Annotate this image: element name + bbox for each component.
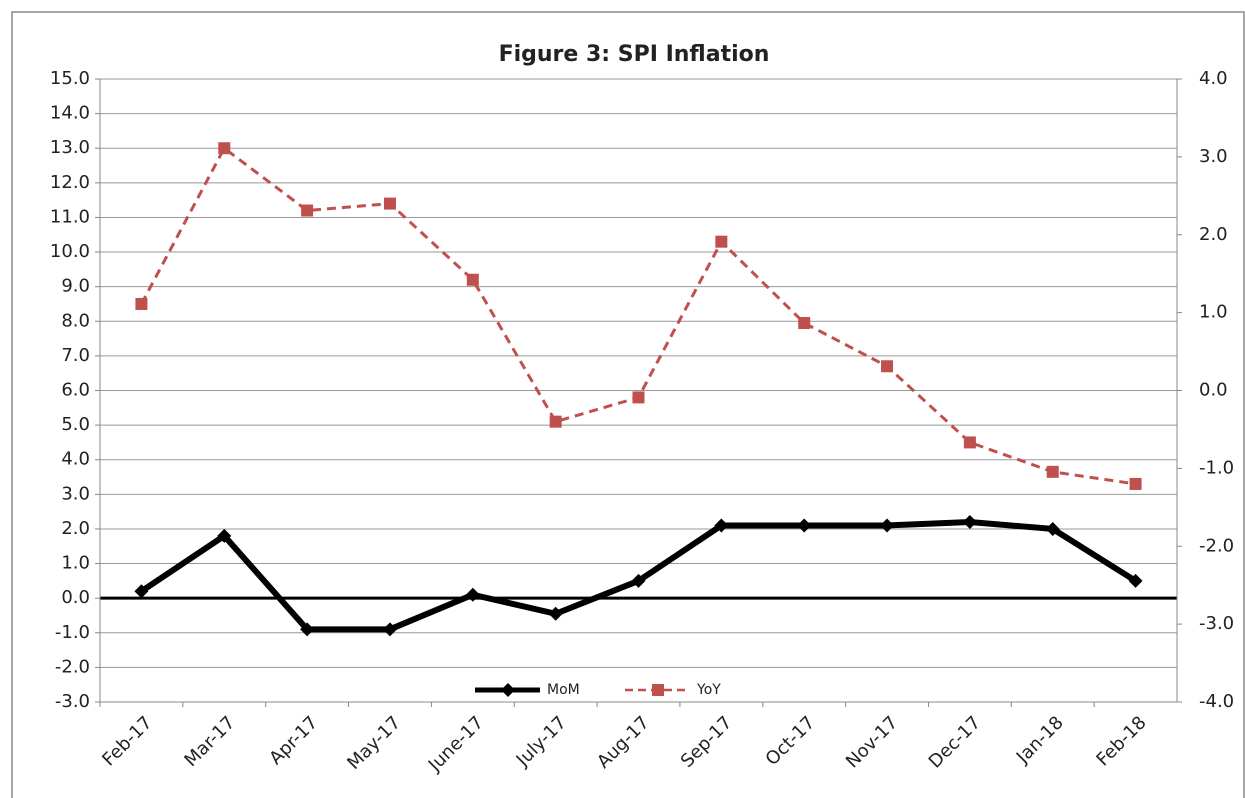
y2-tick-label: -3.0 — [1199, 613, 1234, 634]
y-tick-label: 5.0 — [61, 414, 90, 435]
marker — [217, 528, 232, 543]
marker — [548, 606, 563, 621]
legend-label: YoY — [696, 682, 721, 698]
x-tick-label: Sep-17 — [677, 712, 737, 772]
marker — [383, 197, 396, 210]
marker — [134, 584, 149, 599]
marker — [135, 297, 148, 310]
x-tick-label: June-17 — [424, 712, 488, 776]
x-tick-label: Aug-17 — [593, 712, 653, 772]
y-tick-label: 10.0 — [50, 241, 90, 262]
marker — [1128, 573, 1143, 588]
marker — [881, 360, 894, 373]
marker — [1046, 465, 1059, 478]
legend-label: MoM — [547, 682, 580, 698]
legend-marker — [652, 684, 664, 696]
x-tick-label: July-17 — [512, 712, 571, 771]
y2-tick-label: -2.0 — [1199, 535, 1234, 556]
y2-tick-label: 1.0 — [1199, 302, 1228, 323]
marker — [382, 622, 397, 637]
y-tick-label: 0.0 — [61, 587, 90, 608]
y2-tick-label: 3.0 — [1199, 146, 1228, 167]
x-tick-label: Jan-18 — [1012, 712, 1068, 768]
y-tick-label: -3.0 — [55, 691, 90, 712]
chart-frame — [11, 11, 1245, 798]
marker — [549, 415, 562, 428]
y2-tick-label: 0.0 — [1199, 380, 1228, 401]
x-tick-label: Apr-17 — [265, 712, 322, 769]
y-tick-label: 3.0 — [61, 483, 90, 504]
x-tick-label: May-17 — [343, 712, 405, 774]
y-tick-label: -2.0 — [55, 656, 90, 677]
x-tick-label: Mar-17 — [180, 712, 239, 771]
marker — [466, 273, 479, 286]
marker — [880, 518, 895, 533]
marker — [963, 436, 976, 449]
y-tick-label: 11.0 — [50, 206, 90, 227]
marker — [1129, 477, 1142, 490]
marker — [631, 573, 646, 588]
marker — [714, 518, 729, 533]
y2-tick-label: 2.0 — [1199, 224, 1228, 245]
x-tick-label: Dec-17 — [925, 712, 985, 772]
y-tick-label: 12.0 — [50, 172, 90, 193]
y-tick-label: 7.0 — [61, 345, 90, 366]
marker — [301, 204, 314, 217]
y-tick-label: 2.0 — [61, 518, 90, 539]
y-tick-label: 15.0 — [50, 68, 90, 89]
y-tick-label: -1.0 — [55, 622, 90, 643]
marker — [632, 391, 645, 404]
marker — [798, 317, 811, 330]
x-tick-label: Oct-17 — [762, 712, 820, 770]
y-tick-label: 1.0 — [61, 553, 90, 574]
y-tick-label: 8.0 — [61, 310, 90, 331]
marker — [962, 515, 977, 530]
marker — [300, 622, 315, 637]
marker — [465, 587, 480, 602]
y-tick-label: 14.0 — [50, 103, 90, 124]
y2-tick-label: -1.0 — [1199, 457, 1234, 478]
y-tick-label: 6.0 — [61, 380, 90, 401]
series-line — [140, 145, 1136, 486]
x-tick-label: Feb-17 — [98, 712, 156, 770]
legend-marker — [501, 683, 515, 697]
y2-tick-label: 4.0 — [1199, 68, 1228, 89]
chart-title: Figure 3: SPI Inflation — [499, 42, 770, 67]
y-tick-label: 9.0 — [61, 276, 90, 297]
y-tick-label: 4.0 — [61, 449, 90, 470]
y-tick-label: 13.0 — [50, 137, 90, 158]
y2-tick-label: -4.0 — [1199, 691, 1234, 712]
x-tick-label: Feb-18 — [1092, 712, 1150, 770]
marker — [218, 142, 231, 155]
marker — [1045, 521, 1060, 536]
marker — [715, 235, 728, 248]
x-tick-label: Nov-17 — [842, 712, 902, 772]
marker — [797, 518, 812, 533]
